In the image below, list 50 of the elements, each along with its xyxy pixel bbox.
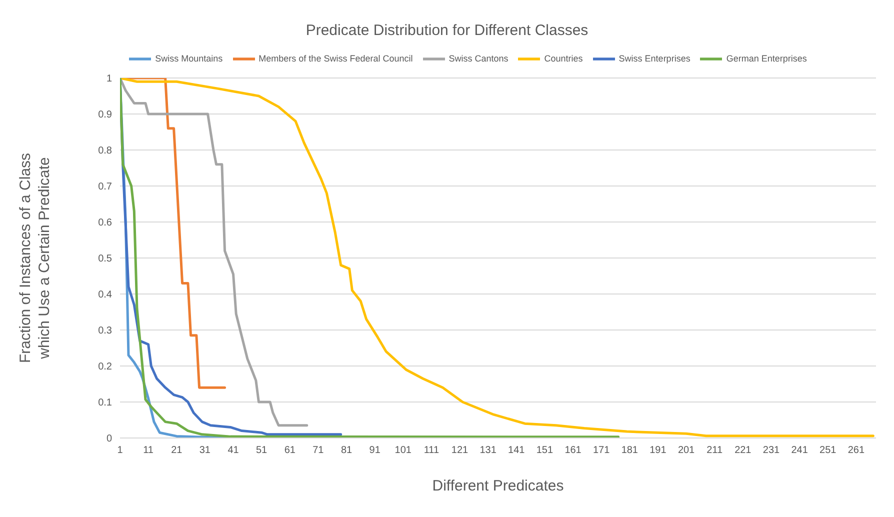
legend-label: Countries (544, 53, 583, 64)
x-tick-label: 151 (536, 445, 554, 456)
x-tick-label: 1 (117, 445, 124, 456)
x-tick-label: 81 (340, 445, 353, 456)
x-tick-label: 211 (706, 445, 724, 456)
line-series (120, 78, 874, 438)
x-tick-label: 141 (508, 445, 526, 456)
y-tick-label: 0 (106, 434, 112, 445)
x-tick-label: 61 (284, 445, 296, 456)
x-tick-label: 131 (480, 445, 497, 456)
line-series (120, 78, 308, 427)
x-tick-label: 31 (199, 445, 211, 456)
x-tick-label: 161 (564, 445, 582, 456)
x-tick-label: 21 (171, 445, 183, 456)
legend-label: Swiss Mountains (155, 53, 223, 64)
x-tick-label: 121 (451, 445, 469, 456)
x-tick-label: 111 (424, 445, 440, 456)
y-tick-label: 0.3 (98, 326, 112, 337)
line-series (120, 78, 620, 438)
x-tick-label: 101 (394, 445, 412, 456)
legend-label: Members of the Swiss Federal Council (258, 53, 413, 64)
x-tick-label: 71 (312, 445, 324, 456)
x-tick-label: 41 (228, 445, 240, 456)
x-tick-label: 181 (621, 445, 638, 456)
y-axis-title: Fraction of Instances of a Class which Use a Certain Predicate (17, 152, 53, 364)
legend-label: Swiss Cantons (448, 53, 508, 64)
x-tick-label: 91 (369, 445, 381, 456)
x-tick-label: 51 (256, 445, 268, 456)
y-tick-label: 0.4 (98, 290, 112, 301)
y-tick-label: 0.7 (98, 182, 112, 193)
x-tick-label: 11 (143, 445, 154, 456)
x-tick-label: 221 (734, 445, 752, 456)
y-tick-label: 0.1 (98, 398, 112, 409)
x-tick-label: 261 (848, 445, 865, 456)
y-tick-label: 0.8 (98, 146, 112, 157)
y-tick-label: 0.2 (98, 362, 112, 373)
legend-label: German Enterprises (726, 53, 807, 64)
y-tick-label: 0.6 (98, 218, 112, 229)
x-tick-label: 201 (678, 445, 696, 456)
x-tick-label: 231 (762, 445, 780, 456)
x-tick-label: 251 (820, 445, 837, 456)
x-tick-label: 241 (791, 445, 808, 456)
y-tick-label: 0.9 (98, 110, 112, 121)
y-tick-label: 0.5 (98, 254, 112, 265)
chart-title: Predicate Distribution for Different Classes (304, 21, 590, 41)
y-tick-label: 1 (106, 74, 112, 85)
x-axis-title: Different Predicates (432, 478, 564, 495)
legend-label: Swiss Enterprises (618, 53, 690, 64)
x-tick-label: 191 (650, 445, 667, 456)
x-tick-label: 171 (593, 445, 610, 456)
